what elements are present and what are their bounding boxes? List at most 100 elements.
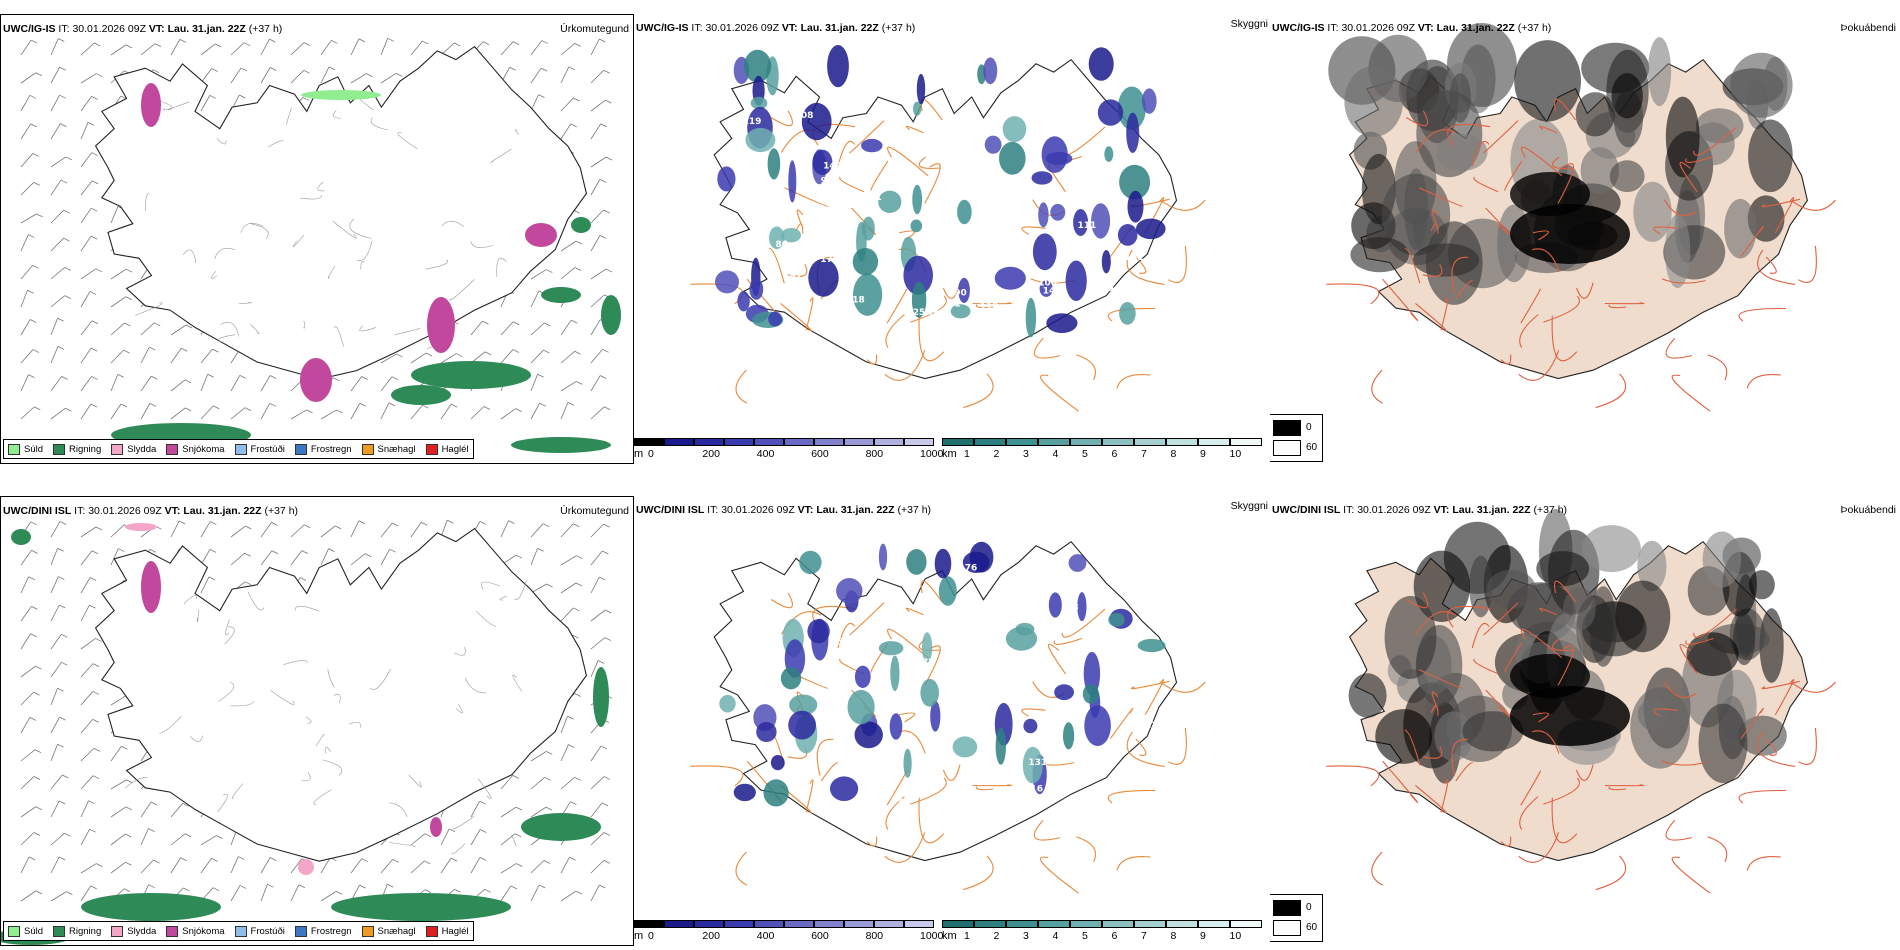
- wind-barb: [20, 374, 29, 392]
- road: [1047, 643, 1067, 675]
- road: [1746, 374, 1781, 389]
- precip-area: [81, 893, 221, 921]
- visibility-swatch: [1166, 438, 1198, 446]
- wind-barb-flag: [546, 269, 553, 273]
- wind-barb-flag: [35, 665, 42, 670]
- road: [837, 140, 856, 167]
- cloud-base-tick: 1000: [920, 448, 944, 460]
- cloud-area: [1117, 224, 1138, 246]
- cloud-area: [1050, 203, 1066, 221]
- wind-barb: [380, 522, 393, 538]
- it-value: 30.01.2026 09Z: [705, 22, 779, 34]
- wind-barb: [320, 548, 329, 566]
- wind-barb: [470, 857, 481, 874]
- precip-legend-label: Frostregn: [310, 443, 352, 455]
- wind-barb-flag: [91, 152, 98, 156]
- precip-legend-swatch: [425, 443, 438, 455]
- cloud-base-label: 111: [1145, 721, 1164, 731]
- wind-barb-flag: [207, 373, 214, 378]
- road: [1473, 658, 1499, 675]
- precip-area: [593, 667, 609, 727]
- wind-barb: [500, 520, 509, 538]
- cloud-base-label: 119: [743, 117, 762, 127]
- wind-barb-flag: [179, 520, 186, 525]
- visibility-swatch: [974, 920, 1006, 928]
- wind-barb-flag: [154, 43, 162, 47]
- wind-barb: [590, 745, 602, 762]
- wind-barb-flag: [32, 153, 40, 157]
- wind-barb-flag: [546, 751, 553, 755]
- fog-legend-high-swatch: [1273, 440, 1301, 456]
- wind-barb: [410, 860, 425, 874]
- wind-barb: [380, 859, 394, 874]
- cloud-base-tick: 200: [702, 448, 720, 460]
- visibility-tick: 1: [964, 930, 970, 942]
- wind-barb-flag: [92, 719, 99, 723]
- road: [1168, 245, 1187, 283]
- wind-barb-flag: [96, 73, 103, 77]
- visibility-swatch: [942, 920, 974, 928]
- wind-barb: [530, 67, 542, 84]
- road: [1554, 98, 1577, 121]
- wind-barb: [350, 403, 361, 420]
- road: [1500, 354, 1512, 365]
- road: [1520, 628, 1563, 659]
- contour-line: [408, 774, 422, 788]
- wind-barb-flag: [571, 319, 578, 324]
- cloud-base-unit: m: [634, 448, 644, 460]
- wind-barb-flag: [28, 576, 35, 581]
- precip-legend: Súld Rigning Slydda Snjókoma Frostúði Frostre…: [3, 921, 474, 941]
- road: [1554, 580, 1577, 603]
- wind-barb: [500, 885, 512, 902]
- model-name: UWC/IG-IS: [3, 23, 56, 35]
- wind-barb-flag: [36, 213, 43, 218]
- wind-barb: [20, 550, 32, 566]
- wind-barb-flag: [180, 857, 187, 862]
- cloud-areas: [715, 45, 1166, 338]
- contour-line: [327, 669, 335, 688]
- cloud-base-label: 116: [1024, 785, 1043, 795]
- wind-barb-flag: [576, 555, 583, 560]
- contour-line: [301, 772, 311, 782]
- wind-barb: [140, 346, 150, 364]
- wind-barb-flag: [482, 320, 489, 325]
- wind-barb: [20, 213, 37, 224]
- road: [1685, 155, 1714, 163]
- wind-barb: [50, 662, 62, 678]
- wind-barb-flag: [91, 550, 99, 555]
- cloud-base-swatch: [724, 920, 754, 928]
- fog-legend-high: 60: [1306, 922, 1318, 933]
- it-label: IT:: [58, 23, 70, 35]
- cloud-base-label: 72: [922, 658, 935, 668]
- cloud-base-label: 127: [1070, 801, 1089, 811]
- cloud-area: [744, 49, 772, 83]
- contour-line: [183, 594, 197, 605]
- road: [1740, 707, 1764, 739]
- wind-barb-flag: [603, 523, 610, 528]
- wind-barb-flag: [424, 833, 432, 838]
- wind-barb-flag: [90, 235, 98, 240]
- model-name: UWC/DINI ISL: [1272, 504, 1341, 516]
- wind-barb-flag: [328, 548, 335, 553]
- cloud-base-swatch: [724, 438, 754, 446]
- wind-barb-flag: [91, 180, 99, 185]
- wind-barb: [230, 42, 245, 56]
- cloud-base-swatch: [694, 438, 724, 446]
- cloud-title: Skyggni: [1230, 18, 1268, 30]
- visibility-tick: 2: [993, 930, 1000, 942]
- wind-barb-flag: [570, 123, 577, 128]
- road: [1671, 374, 1711, 412]
- wind-barb-flag: [537, 547, 544, 552]
- wind-barb: [350, 520, 360, 538]
- wind-barb: [50, 376, 62, 392]
- fog-title: Þokuábendi: [1840, 504, 1896, 516]
- cloud-area: [861, 138, 883, 153]
- visibility-tick: 9: [1200, 930, 1206, 942]
- wind-barb: [50, 94, 60, 112]
- road: [1455, 762, 1473, 782]
- road: [866, 836, 878, 847]
- wind-barb-flag: [148, 884, 155, 889]
- wind-barb-flag: [422, 404, 429, 409]
- fog-area: [1436, 133, 1488, 172]
- precip-legend-label: Slydda: [127, 443, 157, 455]
